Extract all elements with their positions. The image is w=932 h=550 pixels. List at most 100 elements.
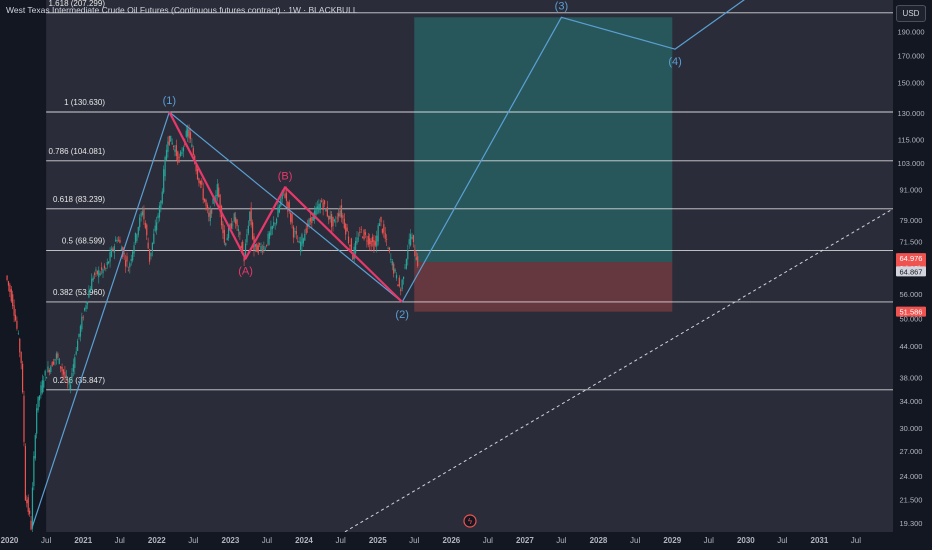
candle-body [311, 216, 313, 224]
x-tick-label: Jul [41, 536, 51, 545]
y-tick-label: 130.000 [897, 109, 924, 118]
x-tick-label: Jul [188, 536, 198, 545]
candle-body [301, 234, 303, 246]
candle-body [369, 238, 371, 245]
candle-body [191, 144, 193, 148]
candle-body [353, 246, 355, 259]
candle-body [292, 226, 295, 238]
x-tick-label: 2021 [74, 536, 92, 545]
candle-body [82, 317, 84, 318]
candle-body [43, 380, 45, 388]
candle-body [318, 204, 320, 213]
candle-body [6, 275, 8, 280]
candle-body [44, 370, 46, 376]
candle-body [139, 217, 141, 228]
x-tick-label: 2020 [1, 536, 19, 545]
candle-body [266, 244, 268, 247]
candle-body [291, 213, 293, 224]
time-axis: 2020 Jul 2021 Jul 2022 Jul 2023 Jul 2024 Jul 2025 J… [1, 536, 862, 545]
y-tick-label: 38.000 [900, 373, 923, 382]
candle-body [250, 207, 252, 225]
candle-body [412, 234, 415, 243]
y-tick-label: 71.500 [900, 238, 923, 247]
candle-body [373, 239, 375, 251]
candle-body [195, 164, 197, 172]
candle-body [271, 225, 273, 230]
candle-body [242, 241, 244, 252]
candle-body [407, 250, 409, 260]
x-tick-label: Jul [777, 536, 787, 545]
candle-body [239, 232, 241, 235]
candle-body [243, 256, 245, 262]
candle-body [356, 237, 358, 244]
candle-body [58, 358, 60, 364]
secondary-wave-line [168, 111, 403, 303]
wave-label: (4) [668, 56, 681, 68]
candle-body [260, 245, 262, 250]
candle-body [61, 366, 63, 372]
candle-body [364, 232, 367, 235]
candle-body [391, 260, 393, 266]
event-marker-icon[interactable]: ϟ [463, 514, 477, 528]
candle-body [328, 215, 330, 220]
candle-body [140, 213, 142, 217]
candle-body [170, 135, 172, 142]
candle-body [297, 241, 299, 243]
candle-body [225, 243, 227, 246]
candle-body [381, 229, 383, 233]
candle-body [187, 128, 189, 137]
candle-body [319, 203, 321, 210]
candle-body [185, 130, 187, 137]
wave-label: (2) [395, 309, 408, 321]
price-tag-box [896, 306, 926, 317]
y-tick-label: 19.300 [900, 519, 923, 528]
candle-body [215, 195, 217, 202]
candle-body [352, 254, 354, 260]
candle-body [165, 149, 168, 160]
wave-label: (1) [163, 95, 176, 107]
candle-body [218, 187, 220, 197]
candle-body [415, 257, 417, 261]
candle-body [171, 142, 173, 145]
candle-body [113, 245, 115, 253]
candle-body [397, 284, 399, 287]
fib-label: 0.236 (35.847) [53, 376, 105, 385]
candle-body [347, 236, 350, 243]
y-tick-label: 190.000 [897, 28, 924, 37]
candle-body [72, 364, 74, 372]
candle-body [390, 258, 392, 261]
candle-body [336, 217, 338, 219]
candle-body [79, 325, 82, 337]
y-tick-label: 30.000 [900, 424, 923, 433]
currency-button[interactable]: USD [896, 5, 926, 22]
candle-body [38, 395, 41, 401]
x-tick-label: 2026 [442, 536, 460, 545]
candle-body [204, 198, 206, 202]
candle-body [60, 366, 62, 369]
candle-body [240, 245, 242, 248]
x-tick-label: Jul [556, 536, 566, 545]
dashed-trendline [334, 208, 894, 539]
candle-body [220, 205, 223, 226]
candle-body [290, 212, 292, 222]
candle-body [77, 340, 79, 351]
fib-label: 0.786 (104.081) [49, 147, 106, 156]
candle-body [189, 132, 192, 140]
x-tick-label: Jul [704, 536, 714, 545]
candle-body [254, 244, 257, 247]
candle-body [127, 270, 130, 272]
candle-body [223, 229, 225, 243]
time-axis-panel[interactable] [0, 532, 893, 550]
candle-body [84, 307, 86, 311]
candle-body [192, 148, 194, 155]
candle-body [359, 231, 361, 233]
price-tag-label: 64.976 [900, 254, 923, 263]
candle-body [75, 351, 77, 355]
candle-body [305, 228, 307, 234]
candle-body [27, 497, 29, 512]
y-tick-label: 34.000 [900, 397, 923, 406]
candle-body [222, 223, 224, 234]
x-tick-label: Jul [851, 536, 861, 545]
fibonacci-lines: 1.618 (207.299) 1 (130.630) 0.786 (104.081… [46, 0, 893, 391]
